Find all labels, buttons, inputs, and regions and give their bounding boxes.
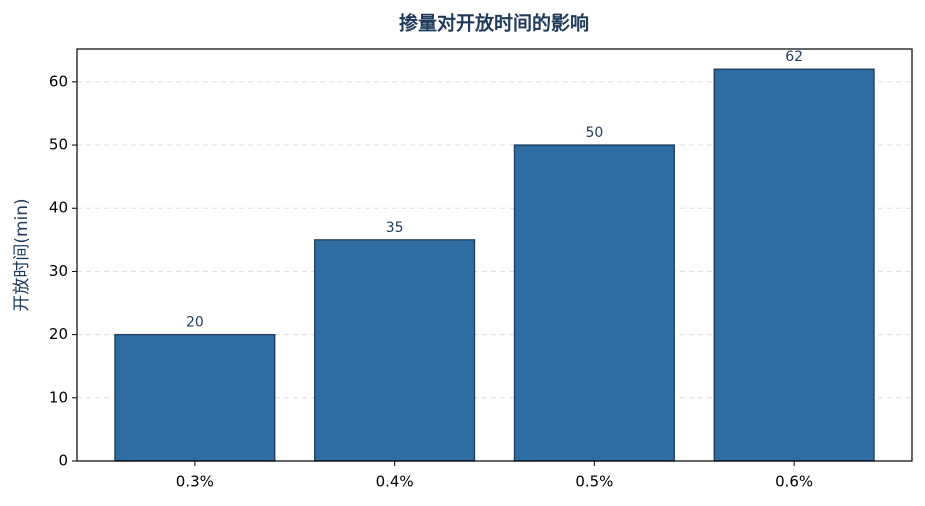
value-label: 50 xyxy=(585,125,603,141)
plot-frame xyxy=(76,48,913,462)
y-tick-label: 40 xyxy=(49,199,68,217)
y-tick-label: 20 xyxy=(49,325,68,343)
bar xyxy=(513,144,675,462)
x-tick-label: 0.4% xyxy=(376,473,414,491)
x-tick-label: 0.6% xyxy=(775,473,813,491)
x-tick-label: 0.3% xyxy=(176,473,214,491)
chart-title: 掺量对开放时间的影响 xyxy=(399,12,589,35)
value-label: 35 xyxy=(386,220,404,236)
bar xyxy=(713,68,875,462)
y-tick-label: 0 xyxy=(58,452,68,470)
y-tick-label: 60 xyxy=(49,72,68,90)
y-tick-label: 10 xyxy=(49,388,68,406)
x-tick-label: 0.5% xyxy=(575,473,613,491)
value-label: 20 xyxy=(186,315,204,331)
value-label: 62 xyxy=(785,49,803,65)
bar xyxy=(114,333,276,462)
bar xyxy=(314,239,476,462)
y-axis-label: 开放时间(min) xyxy=(12,198,32,311)
y-tick-label: 50 xyxy=(49,136,68,154)
y-tick-label: 30 xyxy=(49,262,68,280)
